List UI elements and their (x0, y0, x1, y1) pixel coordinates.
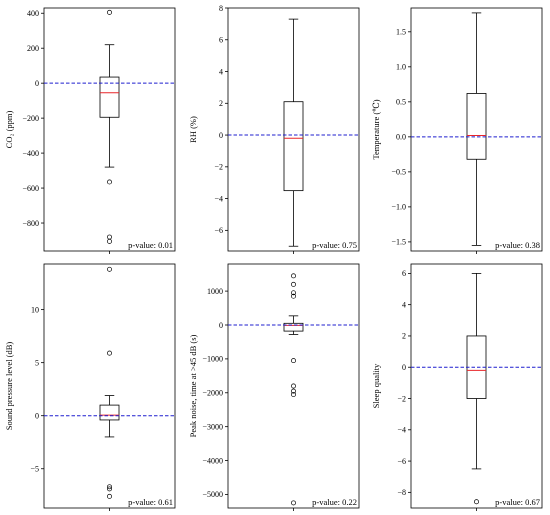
y-tick-label: 0 (219, 131, 223, 140)
outlier-point (291, 281, 296, 287)
y-tick-label: 200 (27, 44, 39, 53)
box-iqr (283, 101, 304, 192)
box-iqr (99, 76, 120, 118)
axes-frame (227, 263, 360, 509)
subplot-3: 1.5 1.0 0.5 0.0 −0.5 −1.0 −1.5 Temperature (℃) p… (371, 7, 543, 254)
p-value-annotation: p-value: 0.01 (128, 240, 173, 250)
y-tick-label: 1.5 (396, 28, 406, 37)
y-tick-label: −400 (22, 149, 39, 158)
y-tick-label: −5 (30, 465, 39, 474)
y-tick-label: 1000 (207, 287, 223, 296)
y-tick-label: 400 (27, 9, 39, 18)
y-tick-label: 6 (402, 269, 406, 278)
y-tick-label: −6 (214, 226, 223, 235)
y-tick-label: −600 (22, 184, 39, 193)
y-axis-label: Sound pressure level (dB) (4, 342, 14, 431)
y-tick-label: 4 (219, 67, 223, 76)
y-tick-label: 5 (35, 358, 39, 367)
outlier-point (291, 358, 296, 364)
y-tick-label: −2 (397, 394, 406, 403)
box-iqr (283, 322, 304, 332)
y-axis-label: RH (%) (188, 116, 198, 143)
p-value-annotation: p-value: 0.38 (495, 240, 540, 250)
y-tick-label: 1.0 (396, 63, 406, 72)
outlier-point (291, 273, 296, 279)
y-axis-label: Peak noise, time at >45 dB (s) (188, 334, 198, 437)
y-tick-label: 2 (402, 332, 406, 341)
subplot-4: 10 5 0 −5 Sound pressure level (dB) p-value: … (4, 263, 176, 511)
outlier-point (291, 388, 296, 394)
y-tick-label: −4 (397, 426, 406, 435)
subplot-5: 1000 0 −1000 −2000 −3000 −4000 −5000 Peak noise… (188, 263, 360, 511)
y-tick-label: −3000 (202, 422, 223, 431)
subplot-6: 6 4 2 0 −2 −4 −6 −8 Sleep quality p-value: 0.67 (371, 263, 543, 511)
p-value-annotation: p-value: 0.75 (312, 240, 357, 250)
y-tick-label: −1000 (202, 355, 223, 364)
outlier-point (107, 484, 112, 490)
y-tick-label: −1.5 (391, 238, 406, 247)
y-tick-label: −800 (22, 219, 39, 228)
outlier-point (107, 234, 112, 240)
outlier-point (291, 392, 296, 397)
outlier-point (291, 293, 296, 299)
box-iqr (99, 404, 120, 421)
y-tick-label: 0 (219, 321, 223, 330)
outlier-point (291, 290, 296, 296)
y-tick-label: 4 (402, 300, 406, 309)
y-tick-label: −2000 (202, 389, 223, 398)
y-tick-label: −200 (22, 114, 39, 123)
outlier-point (107, 486, 112, 492)
y-tick-label: −4000 (202, 456, 223, 465)
outlier-point (107, 350, 112, 356)
y-tick-label: −2 (214, 163, 223, 172)
outlier-point (291, 383, 296, 389)
y-tick-label: −5000 (202, 490, 223, 499)
outlier-point (107, 493, 112, 499)
outlier-point (107, 266, 112, 272)
y-tick-label: −8 (397, 488, 406, 497)
subplot-2: 8 6 4 2 0 −2 −4 −6 RH (%) p-value: 0.75 (188, 4, 360, 254)
y-tick-label: −6 (397, 457, 406, 466)
y-tick-label: −4 (214, 194, 223, 203)
outlier-point (107, 179, 112, 185)
p-value-annotation: p-value: 0.22 (312, 497, 357, 507)
p-value-annotation: p-value: 0.67 (495, 497, 540, 507)
outlier-point (474, 499, 479, 505)
outlier-point (107, 238, 112, 244)
y-axis-label: Temperature (℃) (371, 99, 381, 159)
y-axis-label: CO₂ (ppm) (4, 110, 14, 148)
outlier-point (291, 500, 296, 506)
y-tick-label: 8 (219, 4, 223, 13)
subplot-1: 400 200 0 −200 −400 −600 −800 CO₂ (ppm) p-value:… (4, 7, 176, 254)
y-tick-label: 2 (219, 99, 223, 108)
p-value-annotation: p-value: 0.61 (128, 497, 173, 507)
y-tick-label: 0.0 (396, 133, 406, 142)
y-tick-label: 0.5 (396, 98, 406, 107)
outlier-point (107, 9, 112, 15)
y-tick-label: 0 (402, 363, 406, 372)
y-tick-label: −1.0 (391, 203, 406, 212)
y-axis-label: Sleep quality (371, 363, 381, 408)
box-iqr (466, 93, 487, 160)
y-tick-label: 10 (31, 305, 39, 314)
y-tick-label: 6 (219, 36, 223, 45)
y-tick-label: 0 (35, 412, 39, 421)
axes-frame (43, 263, 176, 509)
y-tick-label: 0 (35, 79, 39, 88)
y-tick-label: −0.5 (391, 168, 406, 177)
